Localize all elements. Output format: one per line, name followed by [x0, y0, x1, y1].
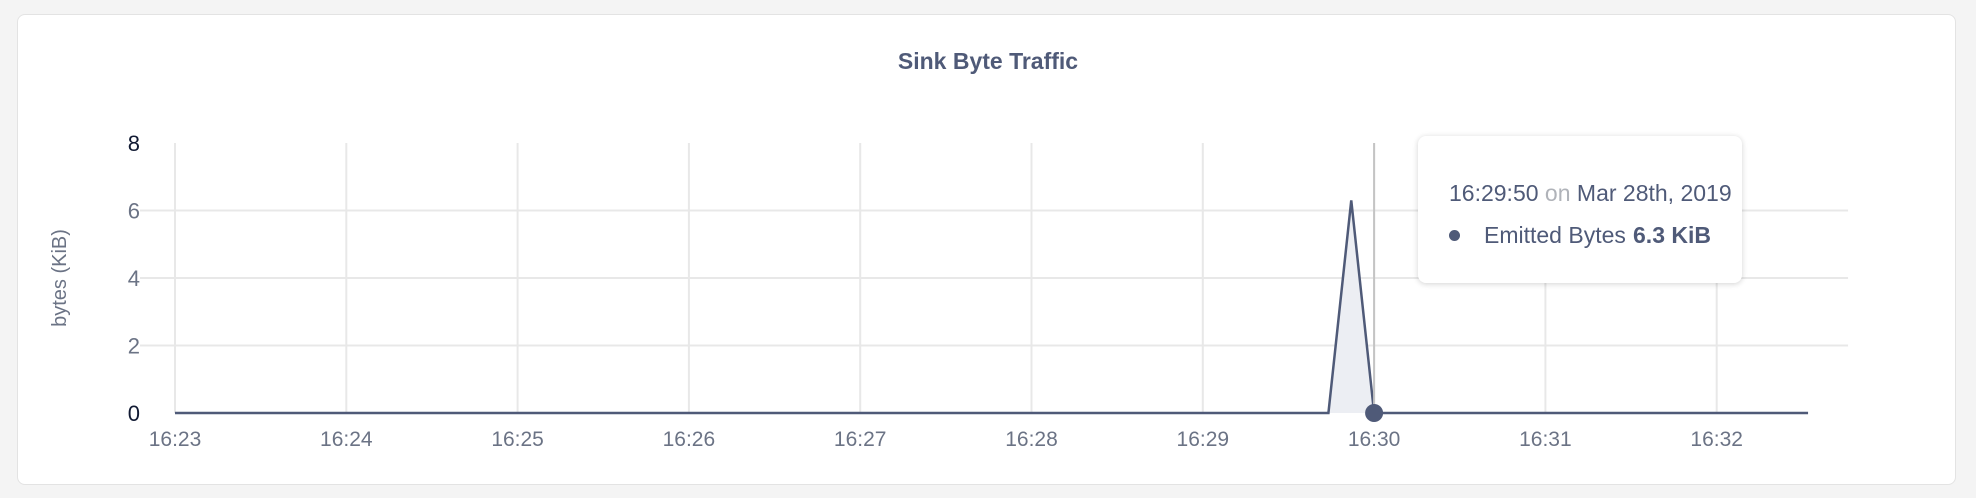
x-tick-label: 16:27	[834, 428, 887, 451]
tooltip-series-name: Emitted Bytes	[1484, 222, 1626, 248]
x-tick-label: 16:31	[1519, 428, 1572, 451]
y-tick-label: 4	[128, 266, 140, 291]
tooltip-on: on	[1544, 180, 1571, 206]
x-tick-label: 16:26	[663, 428, 716, 451]
x-tick-label: 16:28	[1005, 428, 1058, 451]
tooltip: 16:29:50 on Mar 28th, 2019 Emitted Bytes…	[1418, 136, 1742, 283]
y-tick-label: 6	[128, 199, 140, 224]
hover-point-marker	[1365, 404, 1384, 422]
series-dot-icon	[1449, 230, 1460, 241]
x-tick-label: 16:30	[1348, 428, 1401, 451]
x-tick-label: 16:23	[149, 428, 202, 451]
y-tick-label: 8	[128, 131, 140, 156]
y-tick-label: 2	[128, 334, 140, 359]
chart-title: Sink Byte Traffic	[897, 48, 1079, 74]
x-tick-label: 16:24	[320, 428, 373, 451]
series-line	[175, 200, 1809, 415]
y-axis-label: bytes (KiB)	[49, 229, 71, 327]
x-tick-label: 16:32	[1690, 428, 1743, 451]
x-tick-label: 16:29	[1177, 428, 1230, 451]
tooltip-series-row: Emitted Bytes 6.3 KiB	[1449, 222, 1711, 249]
tooltip-time: 16:29:50	[1449, 180, 1539, 206]
tooltip-value: 6.3 KiB	[1633, 222, 1711, 248]
y-tick-label: 0	[128, 401, 140, 426]
tooltip-timestamp: 16:29:50 on Mar 28th, 2019	[1449, 180, 1732, 207]
tooltip-date: Mar 28th, 2019	[1576, 180, 1732, 206]
x-tick-label: 16:25	[491, 428, 544, 451]
